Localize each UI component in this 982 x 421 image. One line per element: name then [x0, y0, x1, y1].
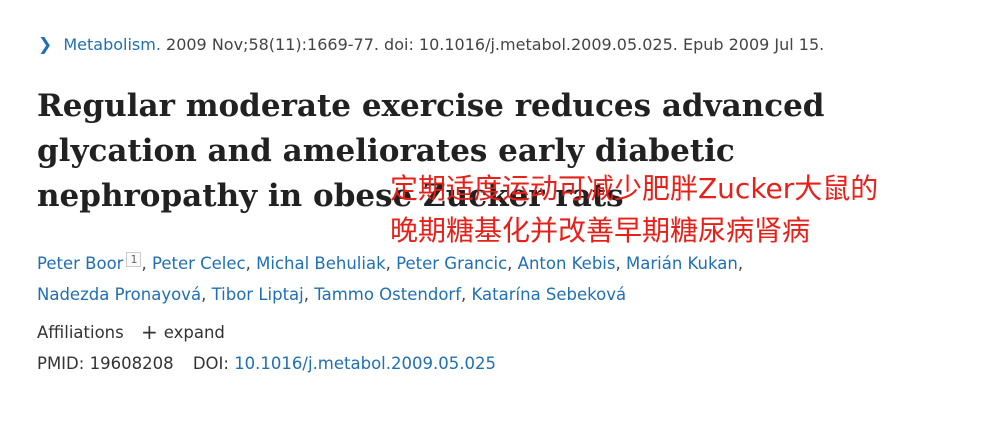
- author-link[interactable]: Tammo Ostendorf: [314, 285, 462, 304]
- author-separator: ,: [461, 285, 472, 304]
- citation-details: 2009 Nov;58(11):1669-77. doi: 10.1016/j.…: [166, 35, 825, 54]
- author-list: Peter Boor 1, Peter Celec, Michal Behulia…: [37, 244, 857, 310]
- affiliations-row: Affiliations + expand: [37, 320, 225, 344]
- doi-link[interactable]: 10.1016/j.metabol.2009.05.025: [234, 354, 496, 373]
- article-title: Regular moderate exercise reduces advanc…: [37, 88, 825, 214]
- author-link[interactable]: Tibor Liptaj: [211, 285, 304, 304]
- author-link[interactable]: Peter Grancic: [396, 254, 508, 273]
- identifiers-row: PMID: 19608208 DOI: 10.1016/j.metabol.20…: [37, 354, 496, 373]
- translation-line-2: 晚期糖基化并改善早期糖尿病肾病: [390, 214, 811, 247]
- author-separator: ,: [303, 285, 315, 304]
- author-separator: ,: [507, 254, 518, 273]
- author-link[interactable]: Michal Behuliak: [256, 254, 386, 273]
- doi-label: DOI:: [192, 354, 229, 373]
- affiliations-expand-button[interactable]: + expand: [140, 320, 225, 344]
- pmid-value: 19608208: [89, 354, 174, 373]
- title-translation-annotation: 定期适度运动可减少肥胖Zucker大鼠的 晚期糖基化并改善早期糖尿病肾病: [390, 168, 878, 252]
- affiliation-marker[interactable]: 1: [126, 252, 142, 267]
- journal-link[interactable]: Metabolism.: [63, 35, 161, 54]
- author-link[interactable]: Anton Kebis: [517, 254, 616, 273]
- author-link[interactable]: Peter Boor: [37, 254, 124, 273]
- author-separator: ,: [385, 254, 397, 273]
- author-separator: ,: [245, 254, 257, 273]
- expand-label: expand: [163, 323, 225, 342]
- author-separator: ,: [141, 254, 152, 273]
- translation-line-1: 定期适度运动可减少肥胖Zucker大鼠的: [390, 172, 879, 205]
- pmid-label: PMID:: [37, 354, 85, 373]
- author-link[interactable]: Nadezda Pronayová: [37, 285, 202, 304]
- plus-icon: +: [140, 320, 158, 344]
- author-separator: ,: [615, 254, 626, 273]
- chevron-right-icon[interactable]: ❯: [38, 35, 53, 55]
- author-link[interactable]: Katarína Sebeková: [471, 285, 627, 304]
- author-link[interactable]: Peter Celec: [151, 254, 246, 273]
- author-link[interactable]: Marián Kukan: [626, 254, 738, 273]
- affiliations-label: Affiliations: [37, 323, 124, 342]
- citation-line: ❯ Metabolism. 2009 Nov;58(11):1669-77. d…: [38, 35, 824, 55]
- author-separator: ,: [201, 285, 212, 304]
- author-separator: ,: [737, 254, 744, 273]
